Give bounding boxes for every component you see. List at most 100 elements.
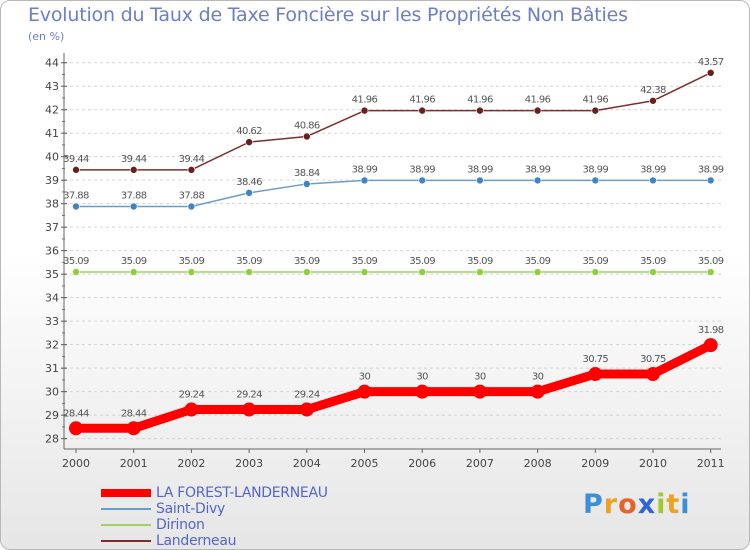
data-label: 35.09 xyxy=(352,256,378,267)
x-tick-label: 2006 xyxy=(408,457,436,470)
proxiti-logo: Proxiti xyxy=(583,489,691,520)
legend-swatch xyxy=(101,524,151,526)
data-point xyxy=(245,268,253,276)
data-point xyxy=(476,106,484,115)
data-point xyxy=(476,176,484,185)
data-point xyxy=(476,268,484,276)
data-point xyxy=(706,69,715,77)
x-tick-label: 2010 xyxy=(639,457,667,470)
data-point xyxy=(533,176,542,185)
data-label: 30 xyxy=(474,372,486,383)
chart-title: Evolution du Taux de Taxe Foncière sur l… xyxy=(28,4,628,26)
legend-swatch xyxy=(101,508,151,510)
data-label: 31.98 xyxy=(698,325,724,336)
data-point xyxy=(302,180,311,188)
data-point xyxy=(72,202,80,211)
data-label: 35.09 xyxy=(640,256,666,267)
x-tick-label: 2011 xyxy=(697,457,725,470)
legend-swatch xyxy=(101,489,151,497)
data-point xyxy=(129,202,138,211)
data-point xyxy=(245,189,253,197)
data-point xyxy=(418,176,427,185)
y-tick-label: 36 xyxy=(45,245,59,258)
data-label: 37.88 xyxy=(121,191,147,202)
data-label: 30 xyxy=(532,372,544,383)
y-tick-label: 29 xyxy=(45,409,59,422)
data-point xyxy=(418,106,427,115)
data-label: 41.96 xyxy=(582,95,608,106)
data-label: 29.24 xyxy=(294,390,320,401)
data-point xyxy=(129,268,138,276)
series-line xyxy=(76,72,712,171)
data-point xyxy=(360,106,369,115)
data-label: 39.44 xyxy=(121,154,147,165)
data-point xyxy=(591,106,600,115)
data-point xyxy=(72,268,80,276)
data-label: 40.62 xyxy=(236,126,262,137)
y-tick-label: 32 xyxy=(45,339,59,352)
data-label: 35.09 xyxy=(525,256,551,267)
data-point xyxy=(187,268,196,276)
legend-label: Saint-Divy xyxy=(156,501,226,517)
data-label: 37.88 xyxy=(63,191,89,202)
data-label: 41.96 xyxy=(352,95,378,106)
data-point xyxy=(245,138,253,146)
data-label: 37.88 xyxy=(179,191,205,202)
data-label: 40.86 xyxy=(294,120,320,131)
y-tick-label: 28 xyxy=(45,433,59,446)
y-tick-label: 43 xyxy=(45,80,59,93)
data-point xyxy=(530,384,545,399)
data-label: 30.75 xyxy=(582,354,608,365)
data-label: 35.09 xyxy=(467,256,493,267)
data-label: 30 xyxy=(359,372,371,383)
y-tick-label: 37 xyxy=(45,221,59,234)
data-point xyxy=(591,268,600,276)
data-label: 35.09 xyxy=(63,256,89,267)
data-label: 35.09 xyxy=(121,256,147,267)
data-point xyxy=(533,106,542,115)
data-point xyxy=(360,176,369,185)
data-point xyxy=(184,402,199,417)
logo-letter: i xyxy=(656,489,667,520)
legend-label: Landerneau xyxy=(156,533,237,549)
y-tick-label: 44 xyxy=(45,57,59,70)
data-label: 35.09 xyxy=(409,256,435,267)
x-tick-label: 2004 xyxy=(293,457,321,470)
data-point xyxy=(126,421,141,436)
logo-letter: i xyxy=(680,489,691,520)
data-point xyxy=(242,402,257,417)
data-label: 29.24 xyxy=(236,390,262,401)
data-label: 38.99 xyxy=(698,164,724,175)
data-label: 38.99 xyxy=(582,164,608,175)
data-point xyxy=(588,367,603,382)
data-point xyxy=(299,402,314,417)
data-point xyxy=(649,268,657,276)
x-tick-label: 2002 xyxy=(177,457,205,470)
x-tick-label: 2001 xyxy=(120,457,148,470)
data-point xyxy=(360,268,369,276)
data-point xyxy=(187,166,196,174)
logo-letter: o xyxy=(618,489,638,520)
data-label: 28.44 xyxy=(63,408,89,419)
data-point xyxy=(591,176,600,185)
data-label: 43.57 xyxy=(698,57,724,68)
data-point xyxy=(706,176,715,185)
y-tick-label: 34 xyxy=(45,292,59,305)
data-label: 41.96 xyxy=(525,95,551,106)
y-tick-label: 35 xyxy=(45,268,59,281)
data-label: 42.38 xyxy=(640,85,666,96)
data-label: 28.44 xyxy=(121,408,147,419)
series-line xyxy=(76,179,711,208)
y-tick-label: 31 xyxy=(45,362,59,375)
x-tick-label: 2000 xyxy=(62,457,90,470)
data-point xyxy=(302,268,311,276)
data-label: 35.09 xyxy=(294,256,320,267)
series-line xyxy=(76,341,713,433)
data-label: 35.09 xyxy=(582,256,608,267)
data-point xyxy=(533,268,542,276)
data-label: 38.99 xyxy=(409,164,435,175)
data-label: 35.09 xyxy=(179,256,205,267)
y-tick-label: 42 xyxy=(45,104,59,117)
